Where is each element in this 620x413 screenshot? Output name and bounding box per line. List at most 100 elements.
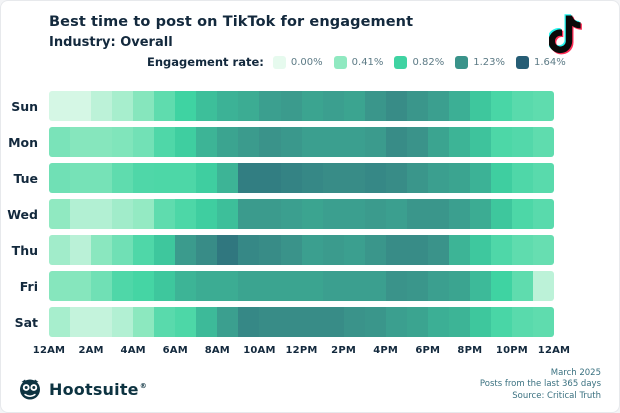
heatmap-cell <box>301 199 323 229</box>
header: Best time to post on TikTok for engageme… <box>49 14 571 50</box>
heatmap-cell <box>364 307 386 337</box>
heatmap-cell <box>238 307 260 337</box>
heatmap-row-wed: Wed <box>1 199 619 229</box>
heatmap-cell <box>259 91 281 121</box>
heatmap-cell <box>133 91 155 121</box>
heatmap-cell <box>112 235 134 265</box>
heatmap-row-sun: Sun <box>1 91 619 121</box>
heatmap-cell <box>280 163 302 193</box>
x-tick-label: 12AM <box>32 345 66 356</box>
heatmap-row-thu: Thu <box>1 235 619 265</box>
heatmap-cell <box>469 163 491 193</box>
heatmap-cell <box>196 199 218 229</box>
heatmap-cell <box>448 235 470 265</box>
heatmap-cell <box>406 271 428 301</box>
x-tick-label: 6PM <box>415 345 441 356</box>
x-tick-label: 10PM <box>495 345 528 356</box>
heatmap-cell <box>238 271 260 301</box>
heatmap-cell <box>427 163 449 193</box>
heatmap-cell <box>49 235 71 265</box>
heatmap-cell <box>364 199 386 229</box>
heatmap-cell <box>533 307 554 337</box>
heatmap-cell <box>259 271 281 301</box>
heatmap-cell <box>322 307 344 337</box>
heatmap-cell <box>385 163 407 193</box>
heatmap-cell <box>133 127 155 157</box>
heatmap-cell <box>280 271 302 301</box>
heatmap-cell <box>512 199 534 229</box>
heatmap-cell <box>533 199 554 229</box>
heatmap-cell <box>196 127 218 157</box>
heatmap-cell <box>154 199 176 229</box>
heatmap-cell <box>217 235 239 265</box>
registered-mark: ® <box>139 382 147 391</box>
heatmap-cell <box>385 199 407 229</box>
heatmap-cell <box>133 199 155 229</box>
heatmap-cell <box>49 163 71 193</box>
heatmap-cells <box>49 199 554 229</box>
day-label: Sun <box>11 98 38 114</box>
heatmap-cell <box>49 127 71 157</box>
heatmap-cell <box>427 199 449 229</box>
legend-swatch-icon <box>516 55 529 69</box>
legend-title: Engagement rate: <box>147 55 264 69</box>
heatmap-cells <box>49 91 554 121</box>
heatmap-cell <box>406 127 428 157</box>
heatmap-cell <box>385 235 407 265</box>
legend-swatch-icon <box>333 55 347 69</box>
heatmap-cell <box>49 271 71 301</box>
heatmap-cell <box>490 199 513 229</box>
heatmap-cell <box>512 307 534 337</box>
heatmap-cell <box>217 307 239 337</box>
heatmap-cell <box>343 199 365 229</box>
heatmap-cell <box>154 271 176 301</box>
heatmap-cell <box>175 163 197 193</box>
legend-item: 1.23% <box>455 55 505 69</box>
x-axis: 12AM 2AM 4AM 6AM 8AM 10AM 12PM 2PM 4PM 6PM 8PM 10PM… <box>33 345 570 359</box>
legend-swatch-icon <box>455 55 469 69</box>
heatmap-row-tue: Tue <box>1 163 619 193</box>
heatmap-cell <box>385 307 407 337</box>
heatmap-cell <box>175 91 197 121</box>
legend-value: 0.41% <box>351 56 384 68</box>
heatmap-cell <box>512 235 534 265</box>
heatmap-cell <box>70 235 92 265</box>
heatmap-cell <box>343 163 365 193</box>
heatmap-cell <box>49 307 71 337</box>
heatmap-cell <box>469 91 491 121</box>
heatmap-cell <box>196 271 218 301</box>
heatmap-cell <box>469 307 491 337</box>
heatmap-cell <box>490 307 513 337</box>
heatmap-cell <box>217 163 239 193</box>
heatmap-cell <box>154 235 176 265</box>
day-label: Tue <box>13 170 38 186</box>
heatmap-cell <box>91 163 113 193</box>
heatmap-cell <box>70 127 92 157</box>
heatmap-cell <box>280 91 302 121</box>
x-tick-label: 10AM <box>243 345 276 356</box>
heatmap-cell <box>343 307 365 337</box>
heatmap-cells <box>49 127 554 157</box>
heatmap-cell <box>385 271 407 301</box>
heatmap-cell <box>70 307 92 337</box>
heatmap-cell <box>406 235 428 265</box>
heatmap-cell <box>133 235 155 265</box>
heatmap-cell <box>364 91 386 121</box>
hootsuite-owl-icon <box>20 379 40 400</box>
heatmap-cell <box>259 307 281 337</box>
heatmap-cell <box>70 91 92 121</box>
heatmap-cell <box>533 163 554 193</box>
heatmap-cell <box>301 91 323 121</box>
heatmap-cell <box>322 163 344 193</box>
heatmap-cell <box>175 127 197 157</box>
heatmap-cell <box>112 307 134 337</box>
x-tick-label: 2PM <box>331 345 356 356</box>
heatmap-cell <box>427 235 449 265</box>
heatmap-cell <box>280 199 302 229</box>
heatmap-cell <box>343 235 365 265</box>
heatmap-cell <box>490 271 513 301</box>
heatmap-row-sat: Sat <box>1 307 619 337</box>
chart-subtitle: Industry: Overall <box>49 35 173 50</box>
heatmap-cell <box>385 91 407 121</box>
